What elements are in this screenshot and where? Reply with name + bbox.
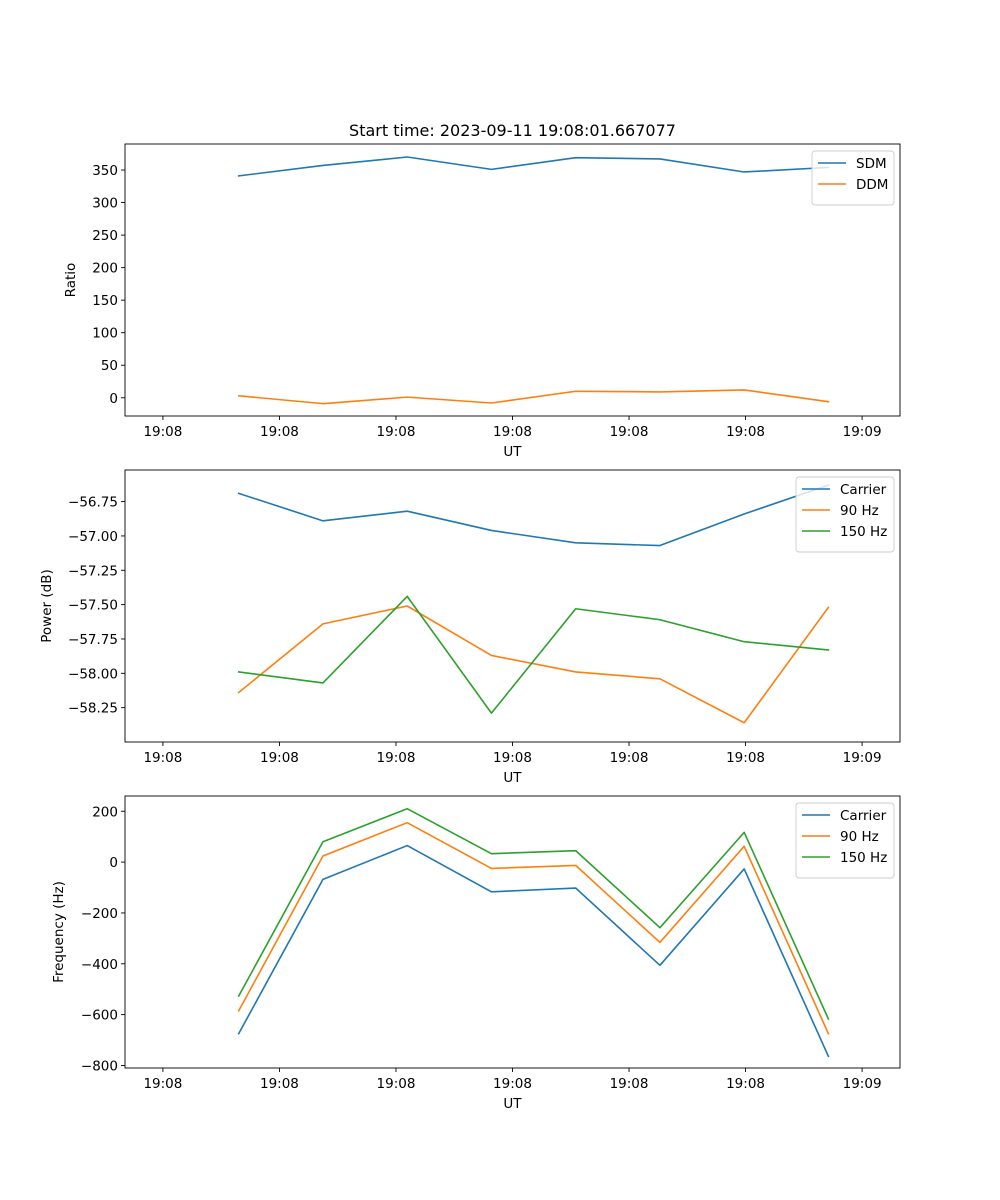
series-line-150-hz bbox=[237, 595, 830, 714]
legend: SDM DDM bbox=[811, 150, 895, 206]
x-tick-label: 19:08 bbox=[610, 750, 649, 766]
series-line-sdm bbox=[237, 156, 830, 177]
x-tick-label: 19:08 bbox=[377, 424, 416, 440]
chart-panel-1: 19:08 19:08 19:08 19:08 19:08 19:08 19:09 0 50 10… bbox=[63, 121, 901, 460]
y-tick-label: 50 bbox=[101, 358, 118, 374]
series-line-carrier bbox=[237, 484, 830, 547]
y-tick-label: 300 bbox=[92, 196, 118, 212]
y-axis-label: Frequency (Hz) bbox=[51, 881, 67, 983]
series-line-carrier bbox=[237, 844, 830, 1058]
chart-title: Start time: 2023-09-11 19:08:01.667077 bbox=[349, 121, 676, 140]
series-line-ddm bbox=[237, 389, 830, 405]
x-axis-label: UT bbox=[503, 1096, 522, 1112]
legend: Carrier 90 Hz 150 Hz bbox=[795, 476, 895, 553]
legend-label-150-hz: 150 Hz bbox=[840, 524, 887, 540]
y-tick-label: −57.75 bbox=[68, 632, 118, 648]
x-tick-label: 19:08 bbox=[610, 424, 649, 440]
legend-label-carrier: Carrier bbox=[840, 808, 887, 824]
x-tick-label: 19:09 bbox=[843, 424, 882, 440]
x-tick-label: 19:08 bbox=[726, 424, 765, 440]
x-tick-label: 19:08 bbox=[726, 1076, 765, 1092]
legend-label-ddm: DDM bbox=[856, 177, 888, 193]
legend-label-sdm: SDM bbox=[856, 156, 887, 172]
y-tick-label: −400 bbox=[81, 957, 118, 973]
x-tick-label: 19:08 bbox=[143, 750, 182, 766]
x-tick-label: 19:09 bbox=[843, 750, 882, 766]
y-tick-label: 150 bbox=[92, 293, 118, 309]
x-tick-label: 19:08 bbox=[377, 750, 416, 766]
x-tick-label: 19:09 bbox=[843, 1076, 882, 1092]
x-tick-label: 19:08 bbox=[260, 424, 299, 440]
y-tick-label: −200 bbox=[81, 906, 118, 922]
y-tick-label: −58.25 bbox=[68, 701, 118, 717]
y-tick-label: −57.50 bbox=[68, 598, 118, 614]
y-axis-label: Ratio bbox=[63, 263, 79, 298]
y-tick-label: −58.00 bbox=[68, 666, 118, 682]
y-tick-label: −56.75 bbox=[68, 495, 118, 511]
x-tick-label: 19:08 bbox=[726, 750, 765, 766]
legend-label-carrier: Carrier bbox=[840, 482, 887, 498]
legend-box bbox=[795, 802, 895, 879]
x-tick-label: 19:08 bbox=[260, 1076, 299, 1092]
x-tick-label: 19:08 bbox=[493, 1076, 532, 1092]
legend-box bbox=[795, 476, 895, 553]
y-axis-label: Power (dB) bbox=[39, 569, 55, 642]
legend-label-90-hz: 90 Hz bbox=[840, 503, 879, 519]
series-line-90-hz bbox=[237, 821, 830, 1035]
y-tick-label: 200 bbox=[92, 804, 118, 820]
x-tick-label: 19:08 bbox=[610, 1076, 649, 1092]
legend-label-90-hz: 90 Hz bbox=[840, 829, 879, 845]
axes-frame bbox=[124, 469, 901, 743]
y-tick-label: −800 bbox=[81, 1058, 118, 1074]
x-tick-label: 19:08 bbox=[493, 750, 532, 766]
y-tick-label: −600 bbox=[81, 1008, 118, 1024]
x-axis-label: UT bbox=[503, 444, 522, 460]
y-tick-label: −57.00 bbox=[68, 529, 118, 545]
chart-panel-3: 19:08 19:08 19:08 19:08 19:08 19:08 19:09 −800 −… bbox=[51, 795, 901, 1112]
series-line-90-hz bbox=[237, 605, 830, 724]
x-tick-label: 19:08 bbox=[377, 1076, 416, 1092]
y-tick-label: 0 bbox=[109, 855, 118, 871]
series-line-150-hz bbox=[237, 807, 830, 1020]
y-tick-label: 200 bbox=[92, 261, 118, 277]
y-tick-label: −57.25 bbox=[68, 563, 118, 579]
legend: Carrier 90 Hz 150 Hz bbox=[795, 802, 895, 879]
x-tick-label: 19:08 bbox=[143, 1076, 182, 1092]
axes-frame bbox=[124, 795, 901, 1069]
y-tick-label: 350 bbox=[92, 163, 118, 179]
x-axis-label: UT bbox=[503, 770, 522, 786]
axes-frame bbox=[124, 143, 901, 417]
chart-panel-2: 19:08 19:08 19:08 19:08 19:08 19:08 19:09 −58.2… bbox=[39, 469, 901, 786]
x-tick-label: 19:08 bbox=[143, 424, 182, 440]
legend-box bbox=[811, 150, 895, 206]
y-tick-label: 100 bbox=[92, 326, 118, 342]
x-tick-label: 19:08 bbox=[260, 750, 299, 766]
legend-label-150-hz: 150 Hz bbox=[840, 850, 887, 866]
y-tick-label: 0 bbox=[109, 391, 118, 407]
y-tick-label: 250 bbox=[92, 228, 118, 244]
x-tick-label: 19:08 bbox=[493, 424, 532, 440]
